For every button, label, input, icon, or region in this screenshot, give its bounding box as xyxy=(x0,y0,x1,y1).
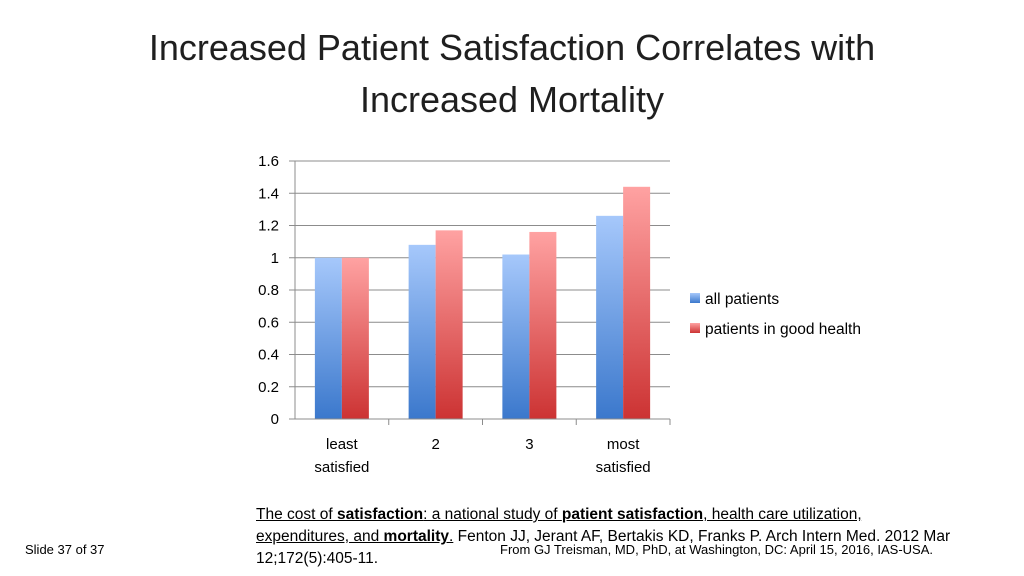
legend-label: all patients xyxy=(705,291,779,308)
x-tick-label: 3 xyxy=(525,436,533,453)
bar-all-patients xyxy=(502,254,530,419)
bar-good-health xyxy=(435,230,463,419)
bar-good-health xyxy=(623,186,651,419)
y-tick-label: 0.2 xyxy=(258,379,279,396)
citation-title[interactable]: The cost of satisfaction: a national stu… xyxy=(256,506,862,545)
y-tick-label: 1 xyxy=(271,250,279,267)
bar-good-health xyxy=(529,231,557,419)
y-tick-label: 0 xyxy=(271,411,279,428)
x-tick-label: 2 xyxy=(431,436,439,453)
citation-reference: Fenton JJ, Jerant AF, Bertakis KD, Frank… xyxy=(256,528,951,567)
bar-all-patients xyxy=(596,215,624,419)
title-line-1: Increased Patient Satisfaction Correlate… xyxy=(148,27,876,68)
x-tick-label: most xyxy=(607,436,640,453)
y-tick-label: 0.6 xyxy=(258,314,279,331)
y-tick-label: 1.4 xyxy=(258,185,279,202)
y-tick-label: 0.8 xyxy=(258,282,279,299)
bar-all-patients xyxy=(314,257,342,419)
legend-swatch xyxy=(690,293,700,303)
slide-title: Increased Patient Satisfaction Correlate… xyxy=(0,22,1024,126)
attribution: From GJ Treisman, MD, PhD, at Washington… xyxy=(500,542,933,557)
y-tick-label: 1.2 xyxy=(258,218,279,235)
slide-number: Slide 37 of 37 xyxy=(25,542,105,557)
x-tick-label: satisfied xyxy=(314,459,369,476)
bar-all-patients xyxy=(408,244,436,419)
legend-label: patients in good health xyxy=(705,321,861,338)
citation: The cost of satisfaction: a national stu… xyxy=(256,504,956,570)
y-tick-label: 1.6 xyxy=(258,153,279,170)
y-tick-label: 0.4 xyxy=(258,347,279,364)
title-line-2: Increased Mortality xyxy=(359,79,665,120)
legend-swatch xyxy=(690,323,700,333)
x-tick-label: satisfied xyxy=(596,459,651,476)
bar-good-health xyxy=(341,257,369,419)
x-tick-label: least xyxy=(326,436,359,453)
